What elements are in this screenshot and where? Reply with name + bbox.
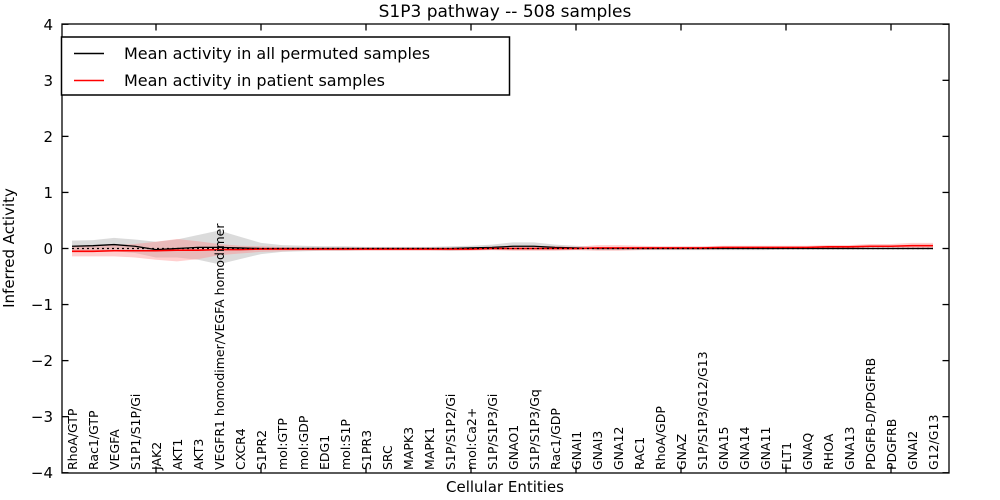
legend-label: Mean activity in patient samples [124,71,385,90]
y-tick-label: 2 [43,128,53,146]
series-line-mean-activity-in-all-permuted-samples [71,243,933,251]
x-tick-label: S1P/S1P3/G12/G13 [695,351,710,470]
y-tick-label: 0 [43,240,53,258]
x-tick-label: mol:Ca2+ [464,408,479,470]
x-tick-label: S1P/S1P3/Gq [527,389,542,470]
y-tick-label: −1 [31,296,53,314]
x-tick-label: VEGFR1 homodimer/VEGFA homodimer [212,223,227,470]
x-tick-label: S1PR3 [359,430,374,470]
x-tick-label: PDGFB-D/PDGFRB [863,358,878,470]
x-tick-label: RhoA/GDP [653,406,668,470]
x-tick-label: EDG1 [317,435,332,470]
x-tick-label: AKT3 [191,439,206,470]
legend: Mean activity in all permuted samples Mea… [60,36,511,96]
y-tick-label: 3 [43,72,53,90]
x-tick-label: GNA14 [737,426,752,470]
x-tick-labels: RhoA/GTP Rac1/GTP VEGFA S1P1/S1P/Gi JAK2 AKT1… [65,223,941,471]
x-tick-label: GNAO1 [506,425,521,470]
x-tick-label: S1P/S1P2/Gi [443,394,458,470]
y-tick-label: −3 [31,408,53,426]
y-tick-label: 1 [43,184,53,202]
x-tick-label: S1PR2 [254,430,269,470]
series-lines [71,243,933,253]
x-tick-label: VEGFA [107,429,122,470]
y-tick-label: 4 [43,16,53,34]
x-tick-label: SRC [380,445,395,470]
y-axis-label: Inferred Activity [0,188,18,308]
x-tick-label: GNAQ [800,433,815,470]
x-tick-label: GNAZ [674,434,689,470]
x-tick-label: mol:S1P [338,419,353,470]
x-tick-label: JAK2 [149,442,164,471]
x-tick-label: mol:GTP [275,418,290,470]
x-tick-label: AKT1 [170,439,185,470]
y-tick-label: −4 [31,464,53,482]
x-tick-label: mol:GDP [296,415,311,470]
x-tick-label: Rac1/GDP [548,408,563,470]
y-tick-label: −2 [31,352,53,370]
x-tick-label: RAC1 [632,437,647,470]
x-tick-label: GNA11 [758,427,773,471]
patient-samples-std-band [72,238,933,262]
y-tick-labels: 4 3 2 1 0 −1 −2 −3 −4 [31,16,53,482]
x-tick-label: GNAI2 [905,431,920,470]
legend-box [60,36,511,96]
x-tick-label: GNAI1 [569,431,584,470]
x-axis-label: Cellular Entities [446,478,564,496]
chart-title: S1P3 pathway -- 508 samples [379,2,632,22]
x-tick-label: S1P/S1P3/Gi [485,394,500,470]
x-tick-label: Rac1/GTP [86,410,101,470]
x-tick-label: S1P1/S1P/Gi [128,394,143,470]
x-tick-label: MAPK1 [422,427,437,470]
legend-label: Mean activity in all permuted samples [124,44,430,63]
axis-ticks [62,23,949,474]
x-tick-label: GNA15 [716,427,731,471]
x-tick-label: GNA13 [842,427,857,471]
legend-items: Mean activity in all permuted samples Mea… [74,44,430,90]
x-tick-label: RhoA/GTP [65,408,80,470]
x-tick-label: FLT1 [779,442,794,470]
x-tick-label: CXCR4 [233,428,248,470]
x-tick-label: RHOA [821,433,836,470]
x-tick-label: GNA12 [611,427,626,471]
x-tick-label: MAPK3 [401,427,416,470]
x-tick-label: G12/G13 [926,415,941,470]
x-tick-label: GNAI3 [590,431,605,470]
x-tick-label: PDGFRB [884,419,899,470]
